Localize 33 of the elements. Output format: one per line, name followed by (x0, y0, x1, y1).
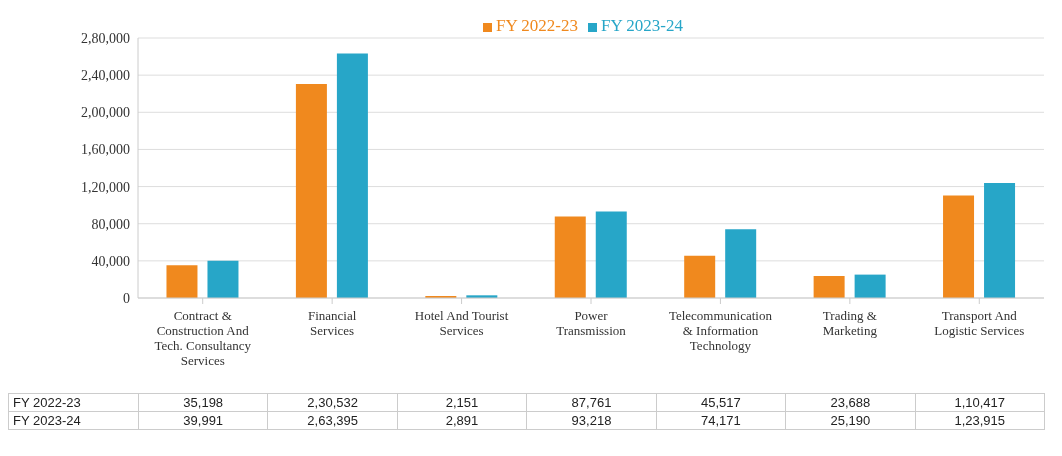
y-tick-label: 1,60,000 (81, 142, 130, 158)
data-label: 74,171 (656, 411, 786, 430)
x-tick-label: Trading & Marketing (822, 308, 878, 338)
legend-label: FY 2022-23 (495, 16, 578, 35)
data-label: 23,688 (785, 393, 916, 412)
data-label: 1,10,417 (915, 393, 1045, 412)
data-label: 87,761 (526, 393, 657, 412)
y-tick-label: 2,40,000 (81, 68, 130, 84)
data-label: 2,891 (397, 411, 527, 430)
y-tick-label: 2,80,000 (81, 30, 130, 46)
x-tick-label: Telecommunication & Information Technology (668, 308, 773, 353)
x-tick-label: Power Transmission (556, 308, 627, 338)
x-tick-label: Transport And Logistic Services (934, 308, 1025, 338)
data-label: 25,190 (785, 411, 916, 430)
x-tick-label: Hotel And Tourist Services (414, 308, 509, 338)
data-label: 39,991 (138, 411, 268, 430)
text: FY 2023-24 (13, 413, 81, 428)
data-label: 45,517 (656, 393, 786, 412)
y-tick-label: 2,00,000 (81, 105, 130, 121)
y-tick-label: 0 (123, 290, 130, 306)
y-tick-label: 40,000 (91, 253, 130, 269)
data-label: 2,30,532 (267, 393, 398, 412)
y-tick-label: 1,20,000 (81, 179, 130, 195)
y-tick-label: 80,000 (91, 216, 130, 232)
data-label: 2,63,395 (267, 411, 398, 430)
legend-label: FY 2023-24 (601, 16, 684, 35)
data-label: 93,218 (526, 411, 657, 430)
text: FY 2022-23 (13, 395, 81, 410)
data-label: 35,198 (138, 393, 268, 412)
data-label: 2,151 (397, 393, 527, 412)
data-label: 1,23,915 (915, 411, 1045, 430)
x-tick-label: Financial Services (307, 308, 357, 338)
x-tick-label: Contract & Construction And Tech. Consultancy Services (154, 308, 252, 368)
